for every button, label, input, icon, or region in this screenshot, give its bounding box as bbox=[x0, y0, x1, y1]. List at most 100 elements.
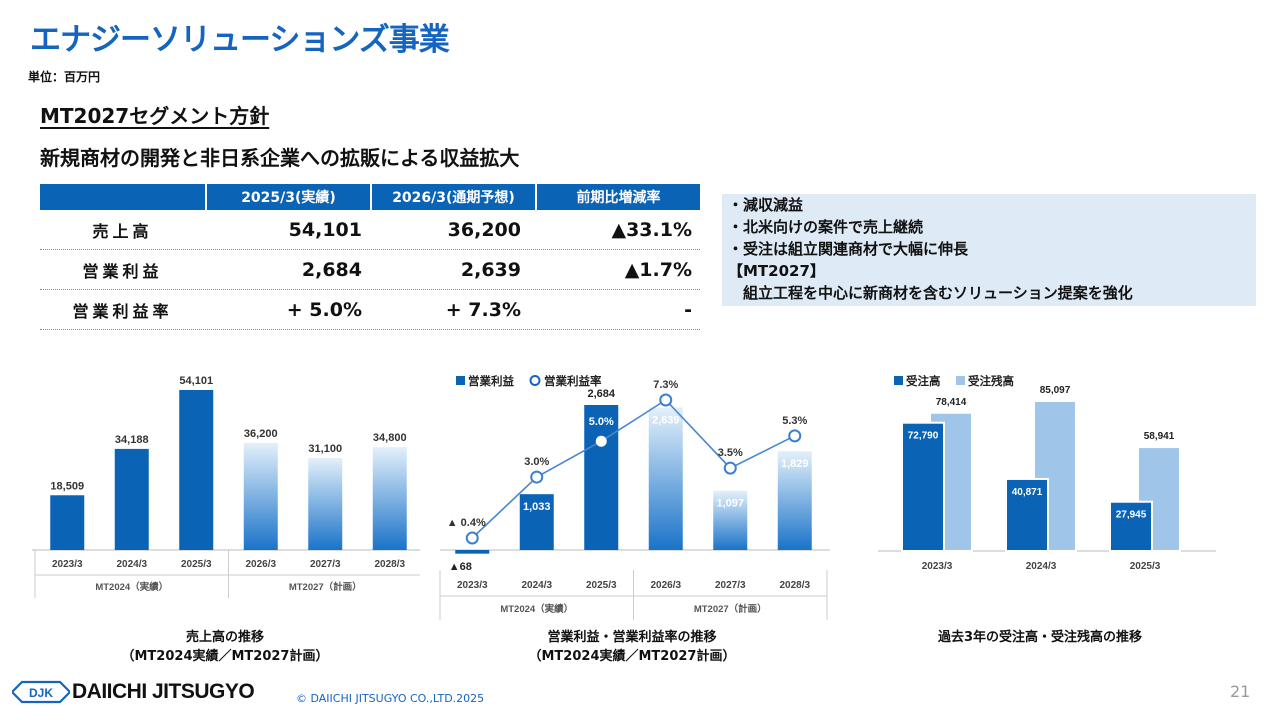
margin-value-label: 7.3% bbox=[653, 379, 678, 391]
category-label: 2025/3 bbox=[1130, 561, 1161, 572]
category-label: 2023/3 bbox=[52, 559, 83, 570]
row-label: 営業利益 bbox=[82, 261, 163, 281]
sales-bar bbox=[114, 448, 149, 550]
margin-value-label: 3.0% bbox=[524, 456, 549, 468]
note-line: ・減収減益 bbox=[728, 196, 804, 214]
unit-label: 単位：百万円 bbox=[28, 70, 101, 84]
orders-bar bbox=[1109, 500, 1153, 552]
sales-chart: 18,509 2023/3 34,188 2024/3 54,101 2025/3 36,2… bbox=[32, 375, 420, 598]
caption-line: （MT2024実績／MT2027計画） bbox=[528, 649, 736, 664]
caption-line: 売上高の推移 bbox=[185, 630, 264, 645]
sales-bar bbox=[372, 447, 407, 550]
profit-value-label: ▲68 bbox=[449, 561, 472, 573]
legend-bar-swatch bbox=[894, 376, 903, 385]
note-line: 組立工程を中心に新商材を含むソリューション提案を強化 bbox=[728, 284, 1133, 302]
legend-label: 受注高 bbox=[906, 374, 941, 388]
legend-bar-swatch bbox=[956, 376, 965, 385]
notes-box: ・減収減益 ・北米向けの案件で売上継続 ・受注は組立関連商材で大幅に伸長 【MT… bbox=[722, 194, 1256, 306]
page-title: エナジーソリューションズ事業 bbox=[30, 22, 450, 58]
margin-value-label: ▲ 0.4% bbox=[447, 517, 486, 529]
profit-value-label: 1,829 bbox=[781, 458, 809, 470]
orders-value-label: 72,790 bbox=[908, 431, 939, 442]
profit-bar bbox=[519, 494, 554, 550]
margin-value-label: 5.3% bbox=[782, 415, 807, 427]
profit-bar bbox=[777, 451, 812, 550]
actual-value: 2,684 bbox=[301, 258, 362, 281]
change-value: ▲1.7% bbox=[624, 258, 692, 281]
change-value: ▲33.1% bbox=[611, 218, 692, 241]
forecast-value: 2,639 bbox=[460, 258, 521, 281]
backlog-value-label: 78,414 bbox=[936, 397, 967, 408]
group-label: MT2024（実績） bbox=[500, 603, 573, 615]
category-label: 2024/3 bbox=[1026, 561, 1057, 572]
company-name: DAIICHI JITSUGYO bbox=[72, 680, 255, 703]
profit-bar bbox=[648, 407, 683, 550]
actual-value: + 5.0% bbox=[286, 298, 362, 321]
group-label: MT2024（実績） bbox=[95, 581, 168, 593]
actual-value: 54,101 bbox=[288, 218, 362, 241]
sales-bar bbox=[179, 390, 214, 550]
djk-logo-icon: DJK bbox=[12, 680, 70, 704]
profit-chart-caption: 営業利益・営業利益率の推移 （MT2024実績／MT2027計画） bbox=[492, 628, 772, 666]
backlog-value-label: 58,941 bbox=[1144, 431, 1175, 442]
change-value: - bbox=[684, 298, 692, 321]
margin-point bbox=[595, 435, 607, 447]
margin-point bbox=[530, 470, 544, 484]
policy-title: MT2027セグメント方針 bbox=[40, 104, 270, 128]
margin-value-label: 5.0% bbox=[589, 416, 614, 428]
caption-line: 営業利益・営業利益率の推移 bbox=[547, 630, 717, 645]
sales-bar bbox=[50, 495, 85, 550]
caption-line: 過去3年の受注高・受注残高の推移 bbox=[937, 630, 1143, 645]
orders-value-label: 40,871 bbox=[1012, 487, 1043, 498]
category-label: 2027/3 bbox=[715, 580, 746, 591]
summary-table: 2025/3(実績) 2026/3(通期予想) 前期比増減率 売上高 54,10… bbox=[40, 184, 700, 330]
sales-chart-caption: 売上高の推移 （MT2024実績／MT2027計画） bbox=[85, 628, 365, 666]
profit-bar bbox=[455, 550, 490, 554]
table-row: 営業利益 2,684 2,639 ▲1.7% bbox=[40, 250, 700, 290]
row-label: 売上高 bbox=[92, 221, 153, 241]
sales-bar bbox=[243, 442, 278, 550]
legend-line-marker bbox=[529, 375, 541, 386]
margin-line bbox=[471, 398, 796, 539]
note-line: ・北米向けの案件で売上継続 bbox=[728, 218, 924, 236]
legend-label: 営業利益 bbox=[468, 374, 514, 388]
page-number: 21 bbox=[1230, 682, 1251, 701]
table-header-cell: 2025/3(実績) bbox=[205, 184, 370, 210]
table-header-cell: 前期比増減率 bbox=[535, 184, 700, 210]
caption-line: （MT2024実績／MT2027計画） bbox=[121, 649, 329, 664]
note-line: ・受注は組立関連商材で大幅に伸長 bbox=[728, 240, 969, 258]
copyright: © DAIICHI JITSUGYO CO.,LTD.2025 bbox=[296, 692, 485, 705]
category-label: 2023/3 bbox=[457, 580, 488, 591]
category-label: 2024/3 bbox=[116, 559, 147, 570]
profit-value-label: 2,684 bbox=[587, 388, 615, 400]
group-label: MT2027（計画） bbox=[289, 581, 362, 593]
category-label: 2027/3 bbox=[310, 559, 341, 570]
legend-bar-swatch bbox=[456, 376, 465, 385]
logo-text: DJK bbox=[29, 686, 53, 700]
profit-value-label: 1,097 bbox=[716, 498, 744, 510]
legend-label: 受注残高 bbox=[968, 374, 1014, 388]
profit-bar bbox=[584, 405, 619, 550]
note-line: 【MT2027】 bbox=[728, 262, 825, 280]
forecast-value: 36,200 bbox=[447, 218, 521, 241]
category-label: 2025/3 bbox=[586, 580, 617, 591]
category-label: 2026/3 bbox=[245, 559, 276, 570]
table-header-cell: 2026/3(通期予想) bbox=[370, 184, 535, 210]
profit-value-label: 2,639 bbox=[652, 414, 680, 426]
category-label: 2023/3 bbox=[922, 561, 953, 572]
orders-chart: 受注高 受注残高 72,790 78,414 2023/3 40,871 85,097 202… bbox=[878, 374, 1216, 572]
margin-point bbox=[788, 429, 802, 443]
margin-point bbox=[723, 461, 737, 475]
table-header: 2025/3(実績) 2026/3(通期予想) 前期比増減率 bbox=[40, 184, 700, 210]
row-label: 営業利益率 bbox=[72, 301, 173, 321]
table-row: 営業利益率 + 5.0% + 7.3% - bbox=[40, 290, 700, 330]
orders-chart-caption: 過去3年の受注高・受注残高の推移 bbox=[900, 628, 1180, 647]
operating-profit-chart: 営業利益 営業利益率 ▲68 2023/3 1,033 2024/3 2,684 2025/3… bbox=[439, 374, 830, 620]
orders-bar bbox=[1005, 477, 1049, 552]
margin-point bbox=[659, 393, 673, 407]
margin-point bbox=[465, 531, 479, 545]
orders-bar bbox=[901, 421, 945, 552]
legend-label: 営業利益率 bbox=[544, 374, 602, 388]
profit-value-label: 1,033 bbox=[523, 501, 551, 513]
group-label: MT2027（計画） bbox=[694, 603, 767, 615]
